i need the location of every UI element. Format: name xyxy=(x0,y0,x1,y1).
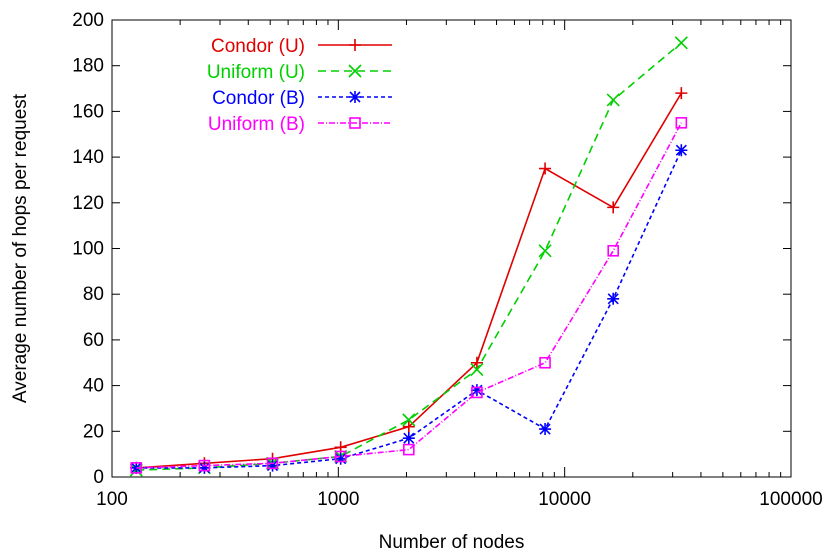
data-point xyxy=(402,432,415,445)
x-tick-label: 100 xyxy=(96,489,128,510)
data-point xyxy=(402,413,416,427)
legend-label: Condor (U) xyxy=(211,36,305,57)
data-point xyxy=(349,39,361,51)
data-point xyxy=(198,459,211,472)
y-tick-label: 20 xyxy=(83,421,104,442)
legend-label: Uniform (U) xyxy=(207,62,305,83)
x-tick-label: 10000 xyxy=(538,489,591,510)
legend: Condor (U) Uniform (U) Condor (B) Uniform (… xyxy=(207,36,392,135)
y-tick-label: 180 xyxy=(72,56,104,77)
data-point xyxy=(539,423,552,436)
legend-label: Condor (B) xyxy=(212,88,305,109)
y-tick-label: 40 xyxy=(83,376,104,397)
series-condor-u xyxy=(130,87,688,474)
data-point xyxy=(470,384,483,397)
data-point xyxy=(266,457,279,470)
data-point xyxy=(675,87,688,100)
data-point xyxy=(334,452,347,465)
data-point xyxy=(607,201,620,214)
x-axis-label: Number of nodes xyxy=(379,532,525,553)
y-tick-label: 100 xyxy=(72,239,104,260)
y-tick-label: 80 xyxy=(83,284,104,305)
data-point xyxy=(539,356,551,369)
series-line xyxy=(136,92,682,469)
y-tick-label: 60 xyxy=(83,330,104,351)
data-point xyxy=(349,117,361,129)
data-point xyxy=(675,117,688,129)
series-line xyxy=(136,42,682,471)
series-layer xyxy=(129,36,688,477)
data-point xyxy=(674,36,688,50)
series-line xyxy=(136,122,683,469)
data-point xyxy=(607,292,620,305)
data-point xyxy=(198,461,211,474)
data-point xyxy=(539,162,552,175)
series-uniform-b xyxy=(130,117,688,474)
y-tick-label: 140 xyxy=(72,147,104,168)
y-tick-label: 160 xyxy=(72,101,104,122)
y-axis: 0 20 40 60 80 100 120 140 160 180 200 xyxy=(72,10,791,488)
x-tick-label: 100000 xyxy=(759,489,822,510)
data-point xyxy=(402,420,415,433)
data-point xyxy=(471,386,483,399)
data-point xyxy=(349,91,361,103)
data-point xyxy=(130,462,143,474)
x-tick-label: 1000 xyxy=(317,489,359,510)
legend-label: Uniform (B) xyxy=(208,114,305,135)
data-point xyxy=(334,450,347,463)
y-tick-label: 200 xyxy=(72,10,104,31)
data-point xyxy=(606,93,620,107)
data-point xyxy=(538,244,552,258)
series-condor-b xyxy=(130,144,688,474)
y-tick-label: 0 xyxy=(93,467,104,488)
data-point xyxy=(470,363,484,377)
data-point xyxy=(607,244,619,257)
data-point xyxy=(266,459,279,472)
x-axis: 100 1000 10000 100000 xyxy=(96,20,823,510)
y-tick-label: 120 xyxy=(72,193,104,214)
data-point xyxy=(402,443,415,456)
data-point xyxy=(470,356,483,369)
data-point xyxy=(130,461,143,474)
y-axis-label: Average number of hops per request xyxy=(10,93,31,403)
data-point xyxy=(348,64,362,78)
data-point xyxy=(675,144,688,157)
